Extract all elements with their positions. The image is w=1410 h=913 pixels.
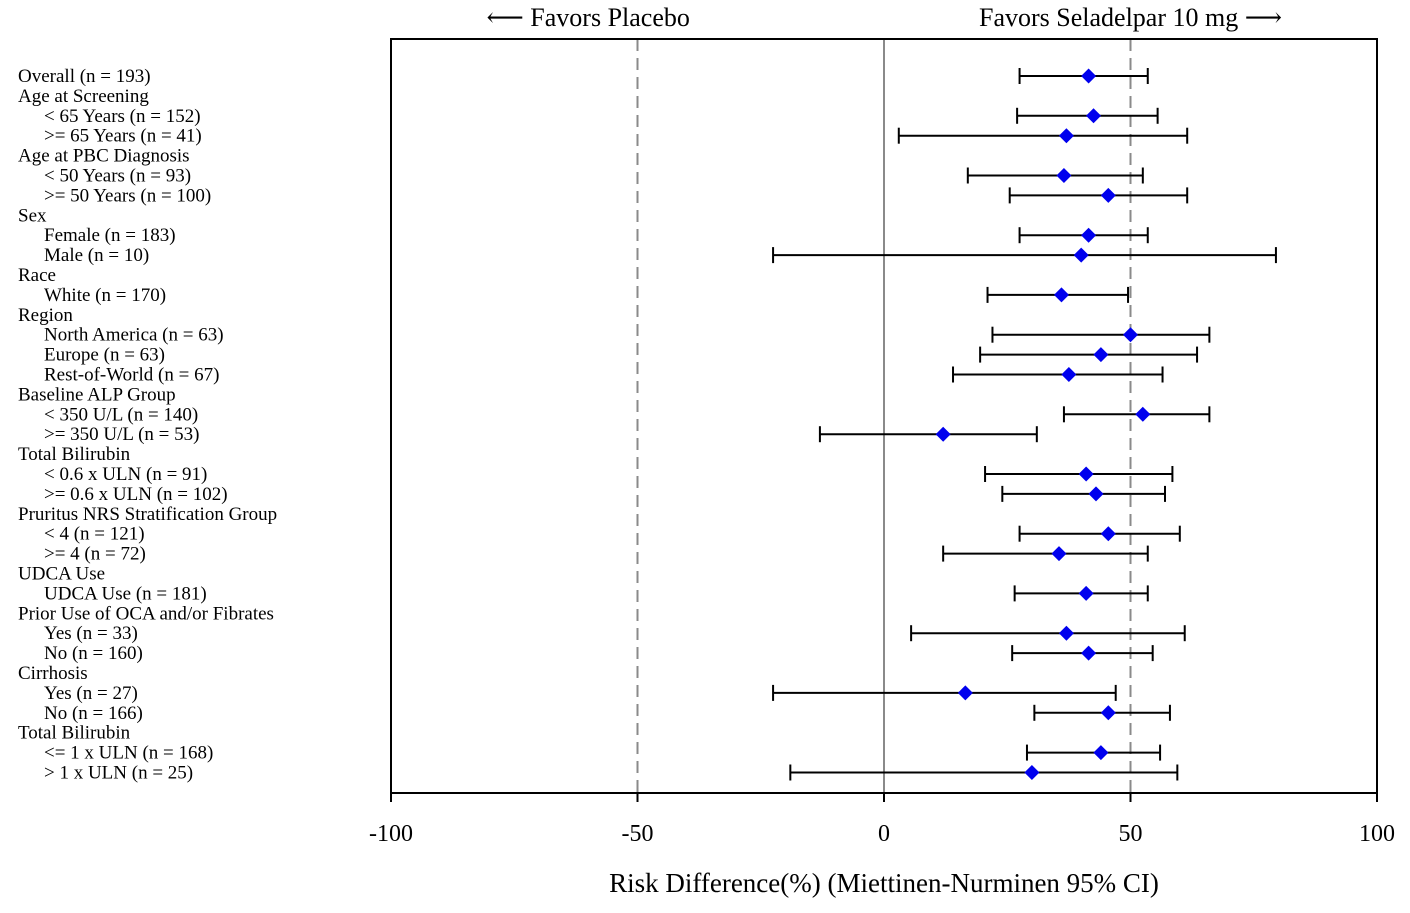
ci-row <box>1018 227 1149 244</box>
point-estimate-marker <box>1056 168 1072 183</box>
subgroup-label: >= 4 (n = 72) <box>44 544 146 565</box>
subgroup-label: >= 65 Years (n = 41) <box>44 126 202 147</box>
subgroup-label: < 350 U/L (n = 140) <box>44 404 198 425</box>
subgroup-label: Rest-of-World (n = 67) <box>44 365 219 386</box>
ci-row <box>897 127 1189 144</box>
point-estimate-marker <box>1058 128 1074 144</box>
point-estimate-marker <box>1100 187 1116 203</box>
group-label: Baseline ALP Group <box>18 384 176 405</box>
x-tick-label: 50 <box>1119 821 1143 847</box>
confidence-intervals <box>772 68 1277 781</box>
ci-row <box>1008 187 1189 204</box>
subgroup-label: Female (n = 183) <box>44 225 176 246</box>
point-estimate-marker <box>1088 486 1104 502</box>
ci-row <box>772 684 1117 701</box>
point-estimate-marker <box>1100 705 1116 721</box>
point-estimate-marker <box>1053 287 1069 303</box>
point-estimate-marker <box>1086 108 1102 124</box>
ci-row <box>910 625 1186 642</box>
ci-row <box>991 326 1211 343</box>
point-estimate-marker <box>1078 466 1094 482</box>
ci-row <box>1018 68 1149 84</box>
point-estimate-marker <box>1081 227 1097 243</box>
ci-row <box>1033 704 1171 721</box>
subgroup-label: < 65 Years (n = 152) <box>44 106 201 127</box>
ci-row <box>966 167 1144 184</box>
favors-placebo-label: ⟵ Favors Placebo <box>487 3 690 32</box>
ci-row <box>1025 744 1162 761</box>
group-label: Prior Use of OCA and/or Fibrates <box>18 603 274 624</box>
subgroup-label: <= 1 x ULN (n = 168) <box>44 743 213 764</box>
point-estimate-marker <box>1073 247 1089 263</box>
subgroup-label: < 4 (n = 121) <box>44 524 145 545</box>
subgroup-label: White (n = 170) <box>44 285 166 306</box>
ci-row <box>1001 485 1167 502</box>
ci-row <box>952 366 1164 383</box>
point-estimate-marker <box>1081 68 1097 84</box>
ci-row <box>1018 525 1181 542</box>
ci-row <box>789 764 1179 781</box>
subgroup-label: >= 50 Years (n = 100) <box>44 185 211 206</box>
ci-row <box>818 426 1038 443</box>
group-label: Overall (n = 193) <box>18 66 151 87</box>
group-label: Total Bilirubin <box>18 444 131 465</box>
subgroup-label: North America (n = 63) <box>44 325 224 346</box>
x-tick-label: 0 <box>878 821 890 847</box>
ci-row <box>772 247 1277 264</box>
ci-row <box>984 466 1174 482</box>
ci-row <box>1016 107 1159 124</box>
subgroup-label: < 50 Years (n = 93) <box>44 166 191 187</box>
subgroup-label: < 0.6 x ULN (n = 91) <box>44 464 207 485</box>
subgroup-label: No (n = 166) <box>44 703 143 724</box>
x-tick-label: -50 <box>622 821 654 847</box>
point-estimate-marker <box>1093 347 1109 363</box>
x-tick-label: 100 <box>1359 821 1395 847</box>
point-estimate-marker <box>1024 765 1040 780</box>
group-label: Sex <box>18 205 47 226</box>
subgroup-label: Male (n = 10) <box>44 245 149 266</box>
x-axis-ticks: -100 -50 0 50 100 <box>369 793 1395 847</box>
row-labels: Overall (n = 193)Age at Screening< 65 Ye… <box>18 66 277 784</box>
point-estimate-marker <box>1051 546 1067 562</box>
favors-seladelpar-label: Favors Seladelpar 10 mg ⟶ <box>979 3 1282 32</box>
point-estimate-marker <box>957 685 973 701</box>
reference-lines <box>636 39 1132 793</box>
subgroup-label: Yes (n = 27) <box>44 683 138 704</box>
group-label: Pruritus NRS Stratification Group <box>18 504 277 525</box>
point-estimate-marker <box>1093 745 1109 761</box>
group-label: Region <box>18 305 73 326</box>
group-label: Age at PBC Diagnosis <box>18 146 190 167</box>
subgroup-label: > 1 x ULN (n = 25) <box>44 763 193 784</box>
ci-row <box>1011 645 1154 662</box>
ci-row <box>1013 585 1149 602</box>
group-label: Total Bilirubin <box>18 723 131 744</box>
subgroup-label: >= 0.6 x ULN (n = 102) <box>44 484 228 505</box>
group-label: Age at Screening <box>18 86 149 107</box>
point-estimate-marker <box>1135 406 1151 422</box>
subgroup-label: >= 350 U/L (n = 53) <box>44 424 199 445</box>
x-tick-label: -100 <box>369 821 413 847</box>
ci-row <box>942 545 1149 562</box>
point-estimate-marker <box>1100 526 1116 542</box>
subgroup-label: Yes (n = 33) <box>44 623 138 644</box>
x-axis-title: Risk Difference(%) (Miettinen-Nurminen 9… <box>609 868 1159 898</box>
point-estimate-marker <box>1078 585 1094 601</box>
point-estimate-marker <box>1061 367 1077 382</box>
point-estimate-marker <box>935 426 951 442</box>
point-estimate-marker <box>1123 327 1138 343</box>
group-label: Race <box>18 265 56 286</box>
point-estimate-marker <box>1081 645 1097 661</box>
ci-row <box>979 346 1199 363</box>
group-label: Cirrhosis <box>18 663 88 684</box>
subgroup-label: UDCA Use (n = 181) <box>44 583 207 604</box>
subgroup-label: Europe (n = 63) <box>44 345 165 366</box>
group-label: UDCA Use <box>18 564 105 585</box>
subgroup-label: No (n = 160) <box>44 643 143 664</box>
ci-row <box>1062 406 1211 423</box>
ci-row <box>986 286 1130 303</box>
point-estimate-marker <box>1058 625 1074 641</box>
